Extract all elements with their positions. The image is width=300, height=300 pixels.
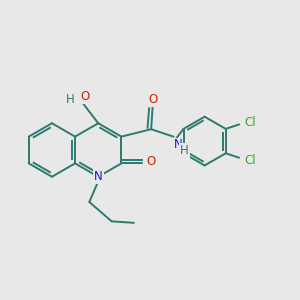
Text: O: O: [80, 90, 89, 103]
Text: O: O: [146, 155, 156, 168]
Text: O: O: [148, 93, 157, 106]
Text: H: H: [66, 93, 74, 106]
Text: H: H: [180, 144, 189, 158]
Text: Cl: Cl: [244, 154, 256, 166]
Text: N: N: [94, 170, 103, 183]
Text: Cl: Cl: [244, 116, 256, 129]
Text: N: N: [173, 138, 182, 152]
